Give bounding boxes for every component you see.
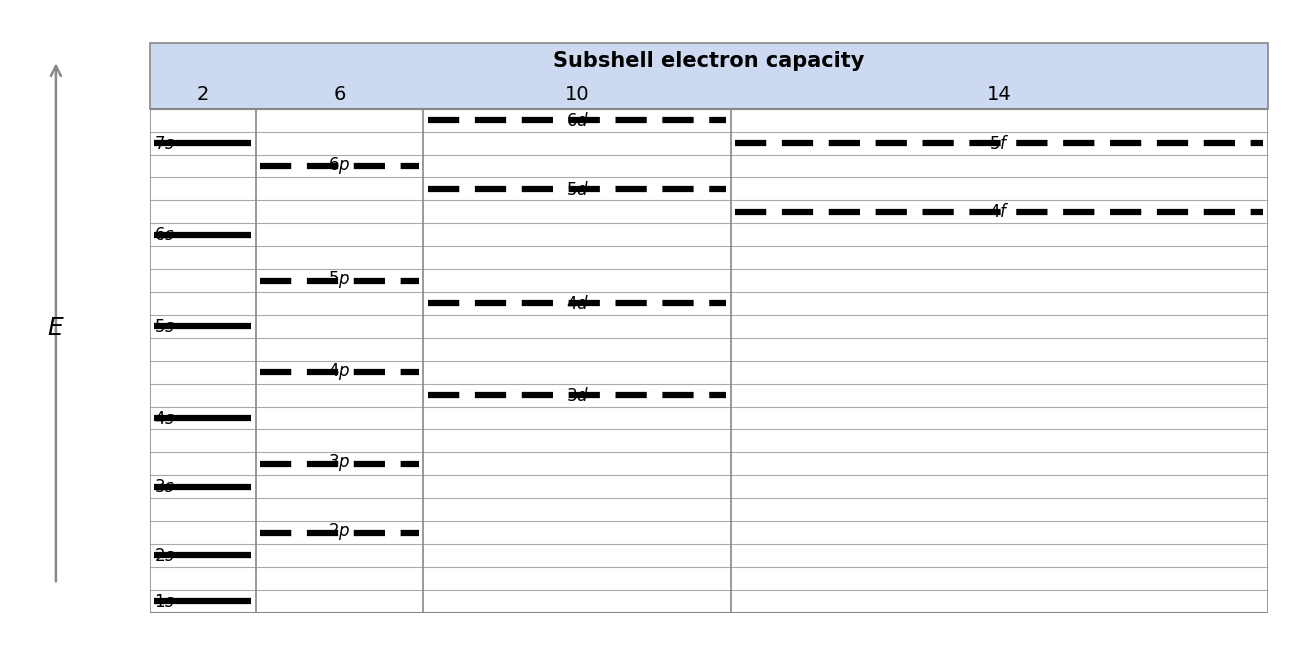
Text: 4$\mathit{d}$: 4$\mathit{d}$ [566,295,589,313]
Text: 3$\mathit{d}$: 3$\mathit{d}$ [566,387,589,405]
Text: 5$\mathit{f}$: 5$\mathit{f}$ [989,135,1009,153]
Text: $\mathbf{\mathit{E}}$: $\mathbf{\mathit{E}}$ [47,316,65,340]
Text: 1$\mathit{s}$: 1$\mathit{s}$ [153,593,176,611]
Text: 10: 10 [564,85,589,104]
Text: 7$\mathit{s}$: 7$\mathit{s}$ [153,135,176,153]
Text: 6$\mathit{d}$: 6$\mathit{d}$ [566,112,589,130]
Text: 4$\mathit{f}$: 4$\mathit{f}$ [989,204,1009,222]
Text: 3$\mathit{s}$: 3$\mathit{s}$ [153,478,176,496]
Bar [150,43,1268,109]
Text: 14: 14 [987,85,1011,104]
Text: 2: 2 [196,85,209,104]
Text: 6: 6 [333,85,346,104]
Text: 3$\mathit{p}$: 3$\mathit{p}$ [329,452,351,474]
Text: 4$\mathit{p}$: 4$\mathit{p}$ [329,361,351,382]
Text: 2$\mathit{p}$: 2$\mathit{p}$ [329,521,351,542]
Text: 6$\mathit{p}$: 6$\mathit{p}$ [329,155,351,176]
Text: Subshell electron capacity: Subshell electron capacity [552,51,864,71]
Text: 6$\mathit{s}$: 6$\mathit{s}$ [153,226,176,244]
Text: 5$\mathit{d}$: 5$\mathit{d}$ [566,180,589,198]
Text: 4$\mathit{s}$: 4$\mathit{s}$ [153,410,176,428]
Text: 5$\mathit{s}$: 5$\mathit{s}$ [153,318,176,336]
Text: 2$\mathit{s}$: 2$\mathit{s}$ [153,547,176,565]
Text: 5$\mathit{p}$: 5$\mathit{p}$ [329,269,351,290]
